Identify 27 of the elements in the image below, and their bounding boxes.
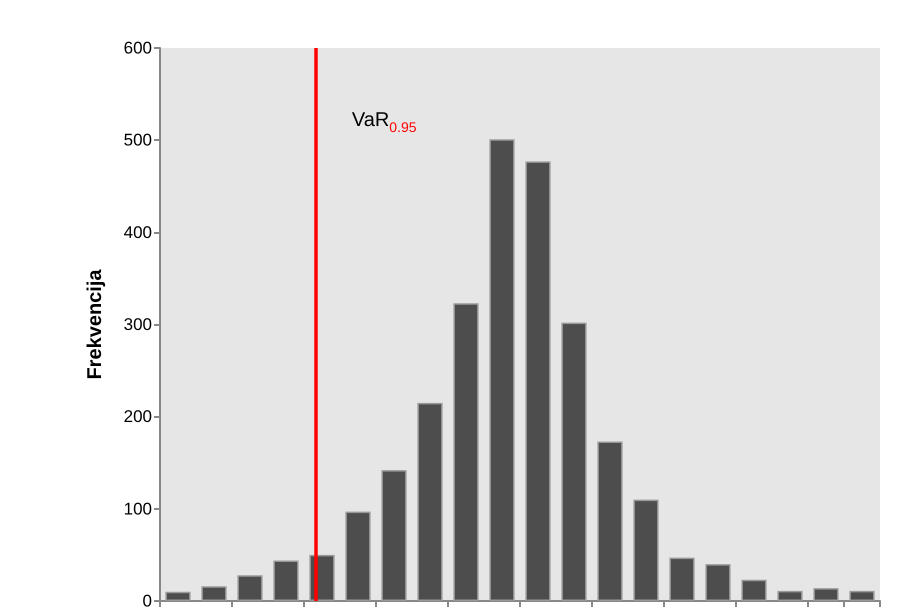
bar	[777, 590, 803, 601]
y-tick-label: 400	[124, 222, 152, 242]
bar	[165, 592, 191, 601]
bar	[237, 575, 263, 601]
bar	[633, 500, 659, 601]
y-tick-label: 600	[124, 38, 152, 58]
y-tick-label: 300	[124, 315, 152, 334]
y-tick-label: 0	[142, 592, 152, 610]
bar	[813, 588, 839, 601]
y-tick-label: 100	[124, 499, 152, 518]
bar	[381, 470, 407, 601]
y-tick-label: 500	[124, 130, 152, 150]
bar	[273, 560, 299, 601]
bar	[417, 402, 443, 601]
bar	[345, 512, 371, 601]
bar	[597, 442, 623, 601]
bar	[201, 586, 227, 601]
bar	[561, 322, 587, 601]
bar	[453, 303, 479, 601]
bar	[849, 590, 875, 601]
bar	[525, 161, 551, 601]
bar	[705, 564, 731, 601]
y-axis-title: Frekvencija	[84, 268, 106, 380]
bar	[741, 580, 767, 601]
y-tick-label: 200	[124, 407, 152, 426]
bar	[669, 558, 695, 601]
bar	[489, 139, 515, 601]
